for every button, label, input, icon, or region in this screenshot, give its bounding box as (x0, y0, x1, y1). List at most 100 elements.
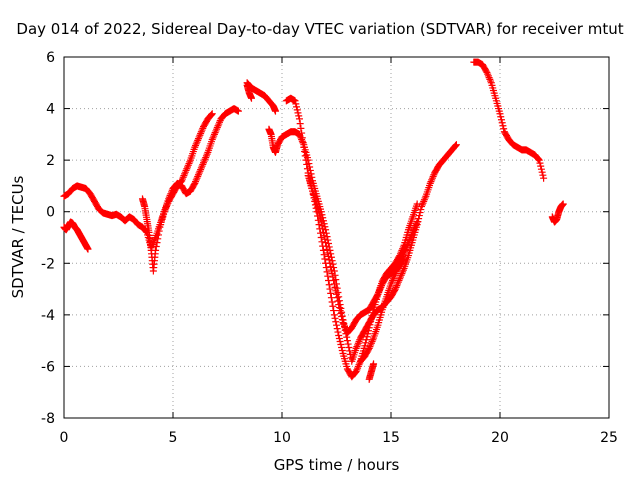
data-series-pass-B (60, 218, 92, 253)
data-point (339, 319, 347, 327)
data-point (295, 115, 303, 123)
data-point-fill (334, 297, 342, 305)
data-point-fill (298, 129, 306, 137)
data-point-fill (364, 346, 372, 354)
data-point-fill (329, 302, 337, 310)
data-point-fill (325, 281, 333, 289)
data-point-fill (296, 120, 304, 128)
data-point (400, 249, 408, 257)
data-point-fill (498, 119, 506, 127)
data-point-fill (183, 165, 191, 173)
data-point-fill (399, 268, 407, 276)
data-point-fill (303, 165, 311, 173)
data-point-fill (154, 235, 162, 243)
data-point-fill (298, 136, 306, 144)
data-point-fill (356, 336, 364, 344)
data-point-fill (399, 251, 407, 259)
data-point (317, 218, 325, 226)
data-point-fill (428, 174, 436, 182)
data-point-fill (391, 271, 399, 279)
data-point (300, 143, 308, 151)
data-point (191, 179, 199, 187)
data-point-fill (208, 111, 216, 119)
data-point (535, 156, 543, 164)
data-point-fill (369, 309, 377, 317)
data-point-fill (319, 246, 327, 254)
x-tick-label: 25 (600, 430, 618, 446)
data-point (191, 143, 199, 151)
data-point (213, 125, 221, 133)
data-point-fill (155, 227, 163, 235)
data-point-fill (318, 221, 326, 229)
data-point (387, 280, 395, 288)
data-point-fill (388, 276, 396, 284)
data-point-fill (333, 294, 341, 302)
x-axis-label: GPS time / hours (273, 456, 400, 474)
data-point-fill (315, 209, 323, 217)
data-point-fill (209, 134, 217, 142)
data-point (426, 179, 434, 187)
data-point-fill (353, 366, 361, 374)
data-point-fill (399, 252, 407, 260)
chart-title: Day 014 of 2022, Sidereal Day-to-day VTE… (16, 20, 624, 38)
data-series-pass-F (265, 125, 460, 365)
data-point-fill (369, 336, 377, 344)
data-point-fill (343, 333, 351, 341)
data-point (326, 285, 334, 293)
data-point-fill (338, 344, 346, 352)
data-point-fill (376, 285, 384, 293)
data-point-fill (301, 152, 309, 160)
data-point-fill (335, 304, 343, 312)
data-point-fill (538, 168, 546, 176)
data-point (271, 107, 279, 115)
data-point-fill (294, 109, 302, 117)
data-point-fill (402, 246, 410, 254)
data-point-fill (392, 283, 400, 291)
data-point-fill (194, 135, 202, 143)
data-series-pass-C (138, 105, 242, 275)
data-point-fill (197, 166, 205, 174)
data-point-fill (314, 206, 322, 214)
data-point-fill (153, 239, 161, 247)
data-series-pass-L (548, 200, 567, 226)
data-point-fill (314, 203, 322, 211)
data-point-fill (366, 343, 374, 351)
data-point-fill (421, 194, 429, 202)
data-point-fill (393, 266, 401, 274)
y-tick-label: -6 (41, 359, 55, 375)
data-point-fill (328, 298, 336, 306)
data-point-fill (411, 223, 419, 231)
y-tick-label: 6 (46, 50, 55, 66)
data-point-fill (333, 325, 341, 333)
data-point (326, 259, 334, 267)
data-point-fill (202, 154, 210, 162)
data-point-fill (185, 160, 193, 168)
data-point (330, 280, 338, 288)
data-point-fill (215, 120, 223, 128)
data-point (343, 337, 351, 345)
data-point-fill (534, 154, 542, 162)
data-point-fill (404, 240, 412, 248)
data-point-fill (336, 338, 344, 346)
data-point-fill (338, 347, 346, 355)
data-point-fill (355, 338, 363, 346)
data-series-pass-E (243, 81, 255, 102)
data-point-fill (368, 338, 376, 346)
data-point-fill (168, 188, 176, 196)
data-point-fill (199, 124, 207, 132)
data-point-fill (292, 100, 300, 108)
data-point-fill (327, 266, 335, 274)
data-point-fill (354, 339, 362, 347)
data-point (208, 136, 216, 144)
data-point-fill (321, 255, 329, 263)
data-point-fill (486, 75, 494, 83)
data-point (352, 368, 360, 376)
data-point-fill (429, 172, 437, 180)
data-point (352, 344, 360, 352)
data-point-fill (154, 231, 162, 239)
data-point-fill (196, 167, 204, 175)
data-point-fill (499, 122, 507, 130)
data-point-fill (333, 321, 340, 329)
data-point-fill (316, 212, 324, 220)
data-point-fill (430, 171, 438, 179)
